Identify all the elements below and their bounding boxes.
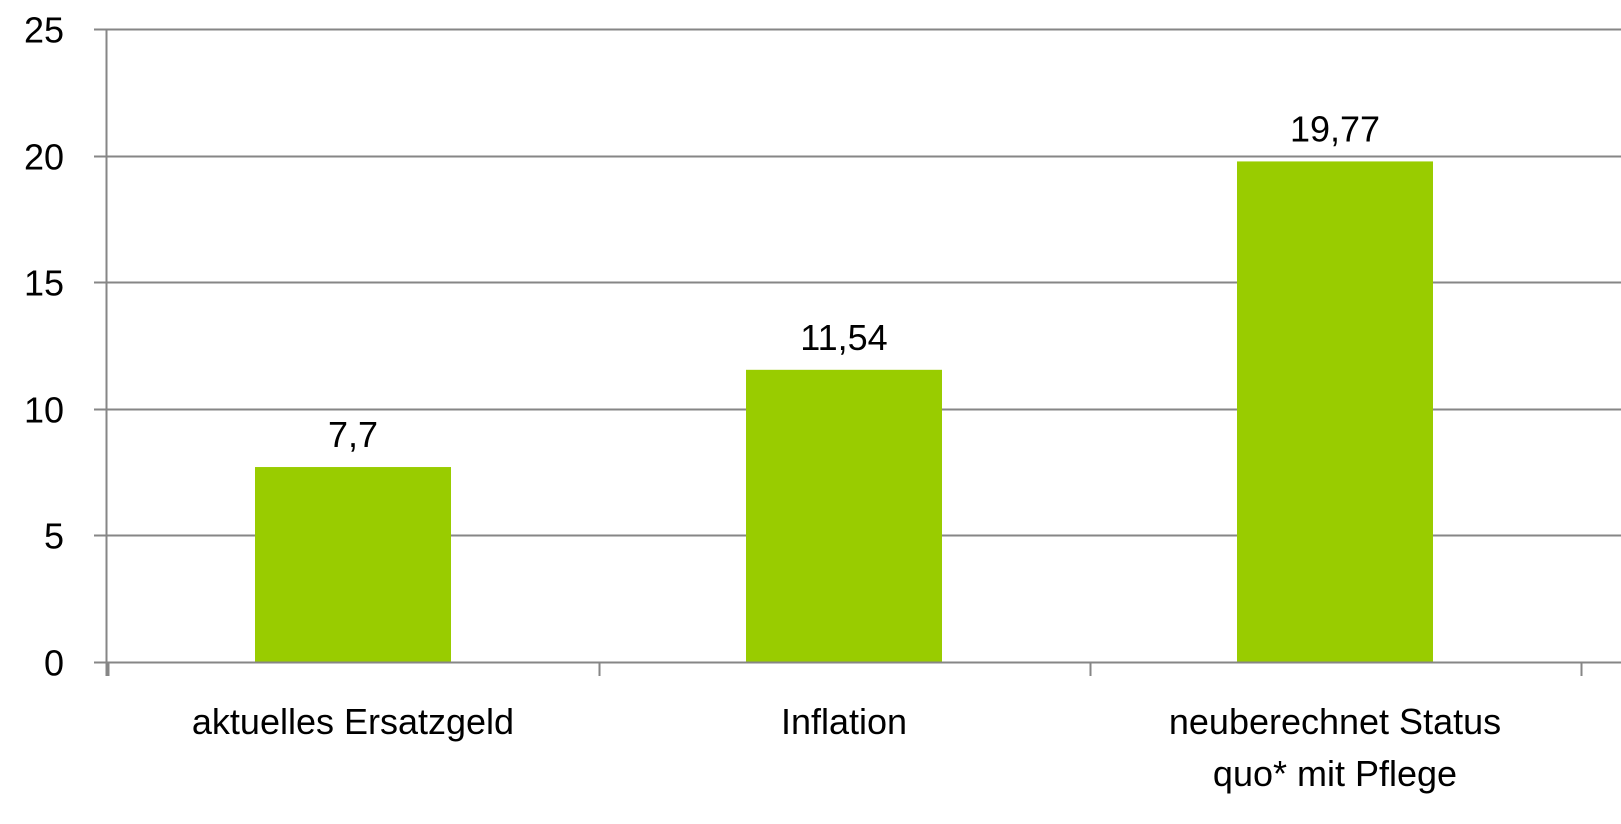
bar: [1237, 161, 1433, 663]
bar: [255, 467, 451, 662]
category-label: aktuelles Ersatzgeld: [192, 701, 514, 742]
data-label: 11,54: [800, 317, 887, 358]
y-tick-label: 25: [24, 10, 64, 51]
category-label: neuberechnet Status: [1169, 701, 1501, 742]
data-label: 19,77: [1290, 108, 1380, 149]
y-tick-label: 10: [24, 390, 64, 431]
y-tick-label: 5: [44, 516, 64, 557]
bar: [746, 369, 942, 662]
data-label: 7,7: [328, 414, 378, 455]
axes: [94, 28, 1621, 676]
data-labels: 7,7 11,54 19,77: [328, 108, 1380, 455]
y-tick-label: 20: [24, 137, 64, 178]
y-tick-label: 15: [24, 263, 64, 304]
bars: [255, 161, 1433, 663]
category-labels: aktuelles Ersatzgeld Inflation neuberechne…: [192, 701, 1501, 794]
y-tick-label: 0: [44, 643, 64, 684]
category-label: quo* mit Pflege: [1213, 753, 1457, 794]
y-tick-labels: 0 5 10 15 20 25: [24, 10, 64, 684]
category-label: Inflation: [781, 701, 907, 742]
